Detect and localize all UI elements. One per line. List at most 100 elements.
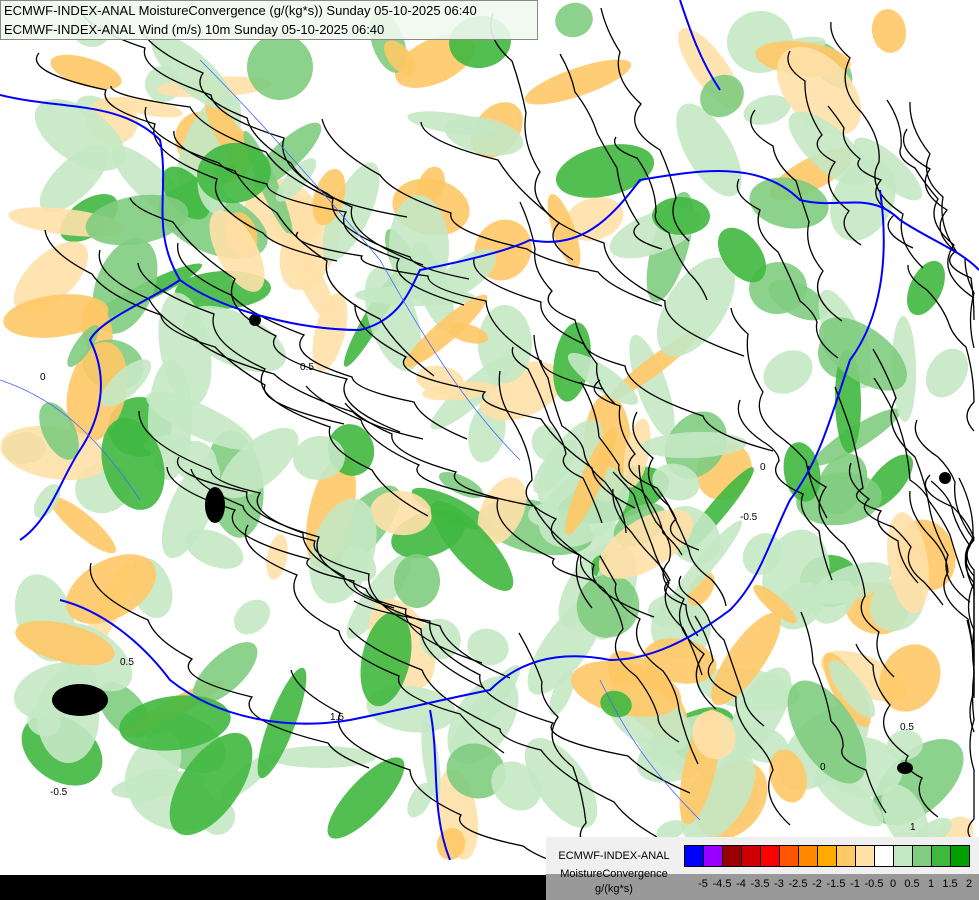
- legend-swatch: [951, 846, 969, 866]
- field-cell: [446, 743, 506, 799]
- legend-tick-label: -2: [812, 878, 822, 890]
- streamline: [348, 627, 658, 838]
- field-cell: [151, 34, 233, 110]
- field-cell: [887, 729, 923, 761]
- legend-swatch: [875, 846, 894, 866]
- field-cell: [65, 554, 157, 624]
- legend-tick-label: -4.5: [712, 878, 732, 890]
- field-cell: [283, 232, 339, 328]
- field-cell: [598, 509, 694, 579]
- field-cell: [219, 427, 299, 499]
- streamline: [580, 381, 683, 556]
- streamline: [873, 377, 965, 579]
- legend-swatch: [780, 846, 799, 866]
- legend-swatch: [913, 846, 932, 866]
- streamline: [807, 465, 895, 678]
- field-cell: [111, 96, 183, 118]
- streamline: [305, 385, 597, 582]
- field-cell: [233, 599, 271, 635]
- field-cell: [524, 59, 632, 105]
- streamline: [295, 231, 603, 390]
- legend-unit: g/(kg*s): [595, 883, 633, 895]
- contour-label: 0: [760, 462, 766, 473]
- field-cell: [467, 628, 509, 666]
- field-cell: [871, 9, 907, 53]
- field-cell: [656, 257, 736, 357]
- field-cell: [101, 418, 165, 510]
- contour-label: 0.5: [300, 362, 314, 373]
- streamline: [599, 555, 699, 765]
- field-cell: [192, 642, 258, 704]
- field-cell: [100, 359, 152, 407]
- streamline: [354, 303, 636, 509]
- field-cell: [578, 523, 624, 561]
- streamline: [137, 262, 429, 517]
- field-cell: [600, 690, 632, 718]
- field-cell: [652, 196, 710, 236]
- field-cell: [370, 490, 432, 536]
- streamline: [600, 7, 690, 242]
- field-cell: [743, 95, 791, 125]
- wind-streamlines: [35, 7, 975, 868]
- field-cell: [3, 294, 109, 338]
- field-cell: [404, 294, 488, 368]
- legend-tick-label: 0: [889, 878, 897, 890]
- rivers: [0, 59, 701, 821]
- field-cell: [327, 757, 405, 839]
- legend-tick-label: -1.5: [826, 878, 846, 890]
- legend-swatches: [684, 845, 970, 867]
- field-cell: [161, 457, 221, 559]
- streamline: [907, 264, 975, 432]
- field-cell: [787, 680, 867, 784]
- streamline: [129, 197, 401, 433]
- field-cell: [50, 496, 116, 554]
- title-line-moisture: ECMWF-INDEX-ANAL MoistureConvergence (g/…: [4, 3, 477, 18]
- legend-tick-label: 1.5: [942, 878, 958, 890]
- legend-swatch: [723, 846, 742, 866]
- field-cell: [925, 348, 969, 398]
- streamline: [559, 53, 663, 250]
- streamline: [166, 466, 483, 664]
- field-cell: [669, 520, 743, 606]
- field-cell: [753, 584, 797, 624]
- field-cell: [407, 782, 433, 818]
- streamline: [490, 12, 574, 261]
- streamline: [855, 643, 939, 818]
- streamline: [909, 101, 975, 321]
- streamline: [834, 386, 919, 584]
- field-cell: [641, 431, 747, 459]
- legend-tick-label: -1: [850, 878, 860, 890]
- field-cell: [814, 769, 884, 827]
- field-cell: [769, 749, 807, 803]
- streamline: [498, 370, 593, 609]
- streamline: [176, 242, 468, 440]
- field-cell: [66, 341, 128, 443]
- streamline: [678, 575, 765, 727]
- streamline: [420, 121, 745, 357]
- legend-tick-label: -4: [736, 878, 746, 890]
- map-title: ECMWF-INDEX-ANAL MoistureConvergence (g/…: [0, 0, 538, 40]
- field-cell: [879, 644, 941, 712]
- streamline: [787, 50, 862, 246]
- field-cell: [0, 425, 110, 481]
- strong-convergence-core: [249, 314, 261, 326]
- legend-tick-label: -2.5: [788, 878, 808, 890]
- field-cell: [728, 667, 792, 757]
- title-line-wind: ECMWF-INDEX-ANAL Wind (m/s) 10m Sunday 0…: [4, 22, 385, 37]
- field-cell: [477, 477, 527, 545]
- streamline: [110, 85, 470, 280]
- streamline: [190, 468, 485, 689]
- streamline: [511, 346, 603, 524]
- streamline: [750, 109, 843, 322]
- legend-tick-label: -5: [698, 878, 708, 890]
- field-cell: [547, 193, 581, 269]
- legend-tick-label: -3: [774, 878, 784, 890]
- field-cell: [184, 529, 244, 569]
- field-cell: [555, 144, 655, 198]
- streamline: [35, 52, 338, 262]
- field-cell: [393, 554, 441, 608]
- streamline: [579, 555, 680, 743]
- field-cell: [524, 738, 598, 828]
- field-cell: [907, 260, 945, 316]
